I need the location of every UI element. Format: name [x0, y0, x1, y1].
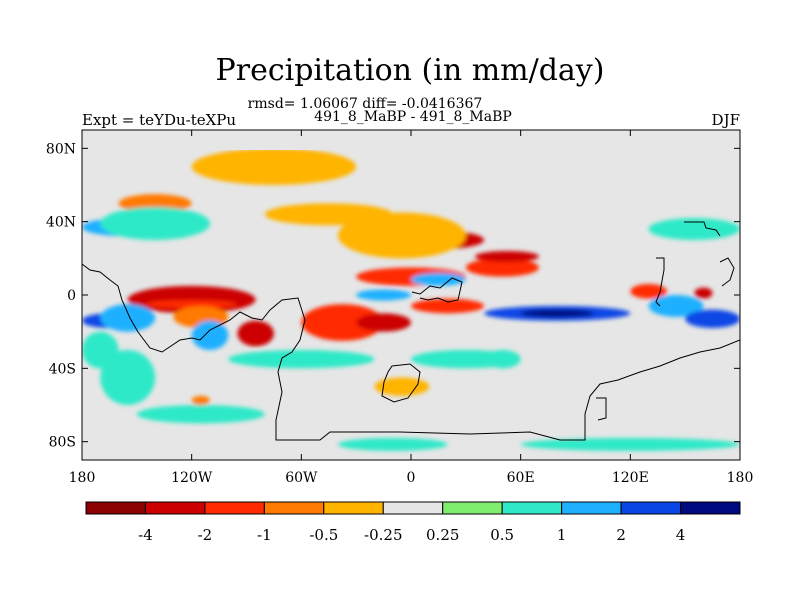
field-region-25 [411, 273, 466, 286]
colorbar-label-1: -2 [198, 526, 213, 544]
colorbar-swatch-4 [323, 501, 384, 515]
y-tick-label-0: 80N [46, 141, 76, 157]
field-region-12 [694, 287, 713, 299]
field-region-1 [145, 300, 238, 309]
field-layer [82, 150, 740, 451]
x-tick-label-5: 120E [612, 470, 649, 486]
left-label: Expt = teYDu-teXPu [82, 111, 236, 129]
field-region-37 [520, 438, 740, 451]
colorbar-label-2: -1 [257, 526, 272, 544]
field-region-23 [100, 304, 156, 332]
field-region-24 [191, 320, 229, 351]
colorbar-label-8: 2 [616, 526, 626, 544]
field-region-18 [191, 395, 210, 405]
colorbar-label-9: 4 [676, 526, 686, 544]
colorbar-swatch-8 [561, 501, 622, 515]
field-region-11 [630, 284, 667, 299]
field-region-5 [356, 313, 412, 332]
field-region-39 [484, 350, 521, 369]
x-tick-label-3: 0 [407, 470, 416, 486]
colorbar-label-0: -4 [138, 526, 153, 544]
y-tick-label-2: 0 [67, 288, 76, 304]
colorbar-label-5: 0.25 [426, 526, 459, 544]
colorbar: -4 -2 -1 -0.5 -0.25 0.25 0.5 1 2 4 [85, 501, 741, 544]
x-tick-label-2: 60W [285, 470, 318, 486]
coastline-africa [411, 277, 463, 303]
right-label: DJF [712, 111, 740, 129]
field-region-36 [136, 405, 265, 424]
y-tick-label-4: 80S [49, 435, 76, 451]
coastline-australia [719, 257, 735, 287]
colorbar-label-6: 0.5 [490, 526, 514, 544]
field-region-20 [520, 309, 594, 318]
y-tick-label-1: 40N [46, 215, 76, 231]
chart-title: Precipitation (in mm/day) [216, 53, 605, 88]
coastlines [82, 221, 740, 441]
colorbar-swatch-5 [382, 501, 444, 515]
field-region-17 [374, 377, 430, 396]
axis-ticks: 180 120W 60W 0 60E 120E 180 80N 40N 0 40S 80S [46, 130, 753, 486]
field-region-35 [648, 218, 740, 240]
field-region-26 [356, 289, 412, 301]
y-tick-label-3: 40S [49, 361, 76, 377]
x-tick-label-0: 180 [69, 470, 96, 486]
field-region-15 [337, 212, 466, 259]
x-tick-label-1: 120W [171, 470, 213, 486]
colorbar-swatch-2 [204, 501, 265, 515]
coastline-indo [596, 397, 607, 421]
field-region-33 [228, 350, 375, 369]
field-region-27 [648, 295, 704, 317]
coastline-pacific-island [684, 221, 721, 237]
colorbar-label-4: -0.25 [364, 526, 402, 544]
colorbar-swatch-9 [620, 501, 682, 515]
field-region-28 [685, 309, 740, 329]
coastline-antarctic-island [381, 363, 421, 403]
field-region-3 [237, 320, 274, 347]
colorbar-label-7: 1 [557, 526, 567, 544]
colorbar-swatch-0 [85, 501, 146, 515]
field-region-4 [301, 304, 384, 341]
field-region-9 [465, 258, 539, 277]
coastline-americas-west [82, 263, 740, 441]
field-region-13 [118, 194, 192, 213]
field-region-10 [474, 251, 539, 262]
field-region-30 [100, 207, 210, 240]
field-region-6 [411, 298, 485, 314]
x-tick-label-4: 60E [507, 470, 535, 486]
colorbar-swatch-3 [263, 501, 325, 515]
chart-subtitle: 491_8_MaBP - 491_8_MaBP [314, 109, 512, 125]
coastline-asia-east [655, 257, 665, 307]
field-region-32 [100, 350, 156, 405]
stats-line: rmsd= 1.06067 diff= -0.0416367 [248, 96, 483, 112]
colorbar-swatch-7 [501, 501, 563, 515]
colorbar-swatch-6 [442, 501, 503, 515]
field-region-38 [337, 438, 448, 451]
x-tick-label-6: 180 [727, 470, 754, 486]
colorbar-swatch-1 [144, 501, 206, 515]
colorbar-label-3: -0.5 [309, 526, 338, 544]
colorbar-swatch-10 [680, 501, 741, 515]
field-region-16 [191, 150, 357, 185]
